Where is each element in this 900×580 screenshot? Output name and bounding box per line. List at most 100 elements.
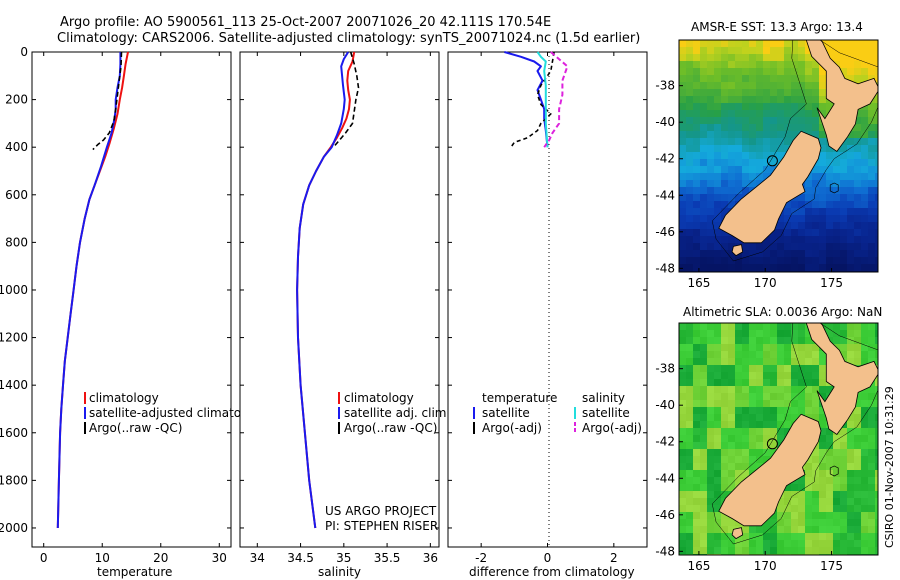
map-cell: [819, 131, 827, 139]
map-cell: [791, 484, 799, 492]
map-cell: [728, 159, 736, 167]
map-cell: [805, 61, 813, 69]
map-cell: [721, 330, 729, 338]
map-cell: [784, 379, 792, 387]
map-cell: [679, 498, 687, 506]
map-cell: [693, 243, 701, 251]
map-cell: [833, 477, 841, 485]
map-cell: [707, 215, 715, 223]
map-cell: [819, 477, 827, 485]
map-cell: [854, 229, 862, 237]
map-cell: [854, 187, 862, 195]
map-cell: [714, 229, 722, 237]
legend-temp-satellite: satellite: [482, 406, 530, 420]
depth-tick-label: 800: [5, 235, 28, 249]
map-cell: [875, 250, 878, 258]
map-cell: [777, 379, 785, 387]
map-cell: [700, 47, 708, 55]
map-cell: [693, 519, 701, 527]
map-cell: [861, 323, 869, 331]
map-cell: [728, 187, 736, 195]
map-cell: [686, 400, 694, 408]
map-cell: [728, 442, 736, 450]
map-cell: [847, 491, 855, 499]
map-cell: [693, 323, 701, 331]
map-cell: [875, 463, 878, 471]
map-cell: [756, 421, 764, 429]
map-cell: [777, 526, 785, 534]
map-cell: [812, 131, 820, 139]
map-cell: [756, 400, 764, 408]
map-cell: [686, 117, 694, 125]
map-cell: [770, 540, 778, 548]
map-cell: [700, 194, 708, 202]
map-cell: [700, 428, 708, 436]
map-cell: [833, 449, 841, 457]
map-cell: [721, 323, 729, 331]
map-cell: [798, 323, 806, 331]
map-cell: [700, 103, 708, 111]
map-cell: [777, 264, 785, 272]
map-cell: [686, 257, 694, 265]
map-cell: [679, 337, 687, 345]
map-cell: [840, 456, 848, 464]
map-cell: [714, 103, 722, 111]
map-cell: [805, 173, 813, 181]
map-cell: [679, 208, 687, 216]
map-cell: [721, 393, 729, 401]
map-cell: [707, 82, 715, 90]
map-cell: [791, 243, 799, 251]
map-cell: [875, 533, 878, 541]
map-cell: [861, 138, 869, 146]
depth-tick-label: 1800: [0, 473, 28, 487]
lon-tick-label: 170: [754, 559, 777, 573]
map-cell: [693, 222, 701, 230]
map-cell: [826, 519, 834, 527]
map-cell: [693, 229, 701, 237]
map-cell: [805, 229, 813, 237]
map-cell: [749, 117, 757, 125]
map-cell: [847, 358, 855, 366]
map-cell: [847, 421, 855, 429]
legend-satellite-adjusted: satellite-adjusted climatology: [89, 406, 267, 420]
map-cell: [770, 229, 778, 237]
map-cell: [763, 372, 771, 380]
map-cell: [833, 243, 841, 251]
map-cell: [833, 442, 841, 450]
map-cell: [861, 519, 869, 527]
map-cell: [791, 201, 799, 209]
map-cell: [693, 435, 701, 443]
map-cell: [686, 505, 694, 513]
map-cell: [742, 435, 750, 443]
map-cell: [707, 372, 715, 380]
map-cell: [770, 40, 778, 48]
map-cell: [819, 435, 827, 443]
map-cell: [679, 40, 687, 48]
map-cell: [686, 215, 694, 223]
map-cell: [854, 498, 862, 506]
map-cell: [679, 344, 687, 352]
map-cell: [819, 103, 827, 111]
map-cell: [861, 40, 869, 48]
map-cell: [791, 512, 799, 520]
map-cell: [707, 533, 715, 541]
map-cell: [763, 547, 771, 555]
map-cell: [854, 330, 862, 338]
map-cell: [854, 414, 862, 422]
map-cell: [875, 512, 878, 520]
map-cell: [700, 82, 708, 90]
map-cell: [700, 131, 708, 139]
map-cell: [742, 449, 750, 457]
map-cell: [812, 243, 820, 251]
map-cell: [721, 145, 729, 153]
map-cell: [679, 372, 687, 380]
map-cell: [875, 264, 878, 272]
map-cell: [812, 173, 820, 181]
map-cell: [693, 138, 701, 146]
map-cell: [721, 243, 729, 251]
map-cell: [763, 456, 771, 464]
map-cell: [735, 414, 743, 422]
map-cell: [679, 428, 687, 436]
map-cell: [840, 215, 848, 223]
map-cell: [749, 173, 757, 181]
